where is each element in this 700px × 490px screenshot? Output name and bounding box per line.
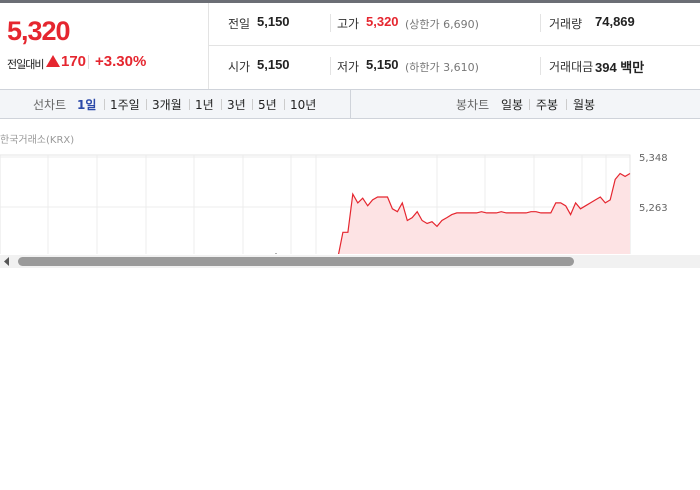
separator	[221, 99, 222, 110]
stat-label: 거래대금	[549, 60, 594, 74]
separator	[330, 14, 331, 32]
plot: 5,348 5,263 5,178	[0, 153, 668, 264]
tab[interactable]: 주봉	[536, 98, 559, 112]
tab[interactable]: 일봉	[501, 98, 524, 112]
separator	[330, 57, 331, 75]
change: 170	[61, 53, 87, 70]
up-icon	[46, 55, 60, 67]
stat-note: (상한가 6,690)	[405, 18, 479, 31]
top-border	[0, 0, 700, 3]
tab[interactable]: 5년	[258, 98, 277, 112]
y-tick-label: 5,263	[639, 203, 668, 214]
stat-value: 5,150	[366, 57, 399, 72]
dot	[275, 253, 277, 254]
separator	[252, 99, 253, 110]
separator	[540, 14, 541, 32]
stat-note: (하한가 3,610)	[405, 61, 479, 74]
tab[interactable]: 1일	[77, 98, 97, 112]
y-tick-label: 5,178	[639, 253, 668, 264]
tab[interactable]: 1주일	[110, 98, 140, 112]
stat-label: 저가	[337, 60, 360, 74]
tab[interactable]: 월봉	[573, 98, 596, 112]
stat-label: 거래량	[549, 17, 583, 31]
stat-value: 74,869	[595, 14, 635, 29]
separator	[208, 45, 700, 46]
change-label: 전일대비	[7, 58, 44, 71]
separator	[208, 3, 209, 89]
scroll-thumb[interactable]	[18, 257, 574, 266]
price: 5,320	[7, 16, 71, 46]
separator	[284, 99, 285, 110]
change-pct: +3.30%	[95, 53, 147, 70]
stat-value: 5,150	[257, 14, 290, 29]
area	[338, 173, 630, 254]
tab-label: 선차트	[33, 98, 67, 112]
separator	[529, 99, 530, 110]
separator	[540, 57, 541, 75]
separator	[104, 99, 105, 110]
separator	[146, 99, 147, 110]
stat-label: 고가	[337, 17, 360, 31]
separator	[566, 99, 567, 110]
y-tick-label: 5,348	[639, 153, 668, 164]
tab[interactable]: 1년	[195, 98, 214, 112]
stat-value: 394 백만	[595, 60, 645, 75]
stat-label: 전일	[228, 17, 251, 31]
separator	[189, 99, 190, 110]
stat-label: 시가	[228, 60, 251, 74]
scroll-left[interactable]	[4, 257, 9, 266]
separator	[88, 55, 89, 69]
stat-value: 5,320	[366, 14, 399, 29]
tab-label: 봉차트	[456, 98, 490, 112]
separator	[350, 89, 351, 119]
tab[interactable]: 10년	[290, 98, 317, 112]
stat-value: 5,150	[257, 57, 290, 72]
tab[interactable]: 3개월	[152, 98, 182, 112]
chart: 5,348 5,263 5,178	[0, 153, 700, 268]
price-line	[337, 172, 631, 254]
tab[interactable]: 3년	[227, 98, 246, 112]
source: 한국거래소(KRX)	[0, 135, 75, 146]
